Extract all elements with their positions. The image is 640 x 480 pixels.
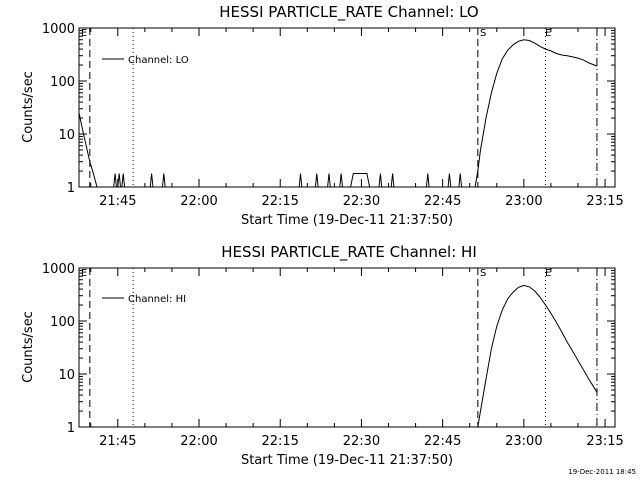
panel-hi: HESSI PARTICLE_RATE Channel: HI Counts/s… [21, 243, 624, 468]
series-line [390, 173, 395, 188]
y-tick-label: 1 [67, 421, 75, 436]
x-tick-label: 22:15 [261, 434, 298, 449]
series-line [298, 173, 303, 188]
y-tick-label: 100 [50, 75, 75, 90]
series-line [162, 173, 166, 188]
x-tick-label: 22:30 [343, 434, 380, 449]
data-series [477, 284, 598, 428]
series-line [327, 173, 331, 188]
vertical-lines [89, 268, 598, 427]
marker-e-left: E [81, 268, 87, 279]
series-line [121, 173, 126, 188]
chart-title: HESSI PARTICLE_RATE Channel: HI [221, 243, 477, 262]
series-line [339, 173, 343, 188]
y-tick-label: 1 [67, 181, 75, 196]
x-tick-label: 23:15 [586, 434, 623, 449]
y-ticks: 1 10 100 1000 [42, 262, 615, 436]
x-ticks: 21:45 22:00 22:15 22:30 22:45 23:00 23:15 [90, 268, 624, 449]
series-line [425, 173, 430, 188]
x-ticks: 21:45 22:00 22:15 22:30 22:45 23:00 23:15 [90, 28, 624, 209]
legend-label: Channel: LO [128, 55, 189, 66]
panel-lo: HESSI PARTICLE_RATE Channel: LO Counts/s… [21, 3, 624, 228]
marker-s: S [480, 268, 486, 279]
vertical-lines [89, 28, 598, 187]
x-axis-label: Start Time (19-Dec-11 21:37:50) [241, 453, 453, 468]
x-tick-label: 21:45 [99, 434, 136, 449]
x-tick-label: 23:15 [586, 194, 623, 209]
x-tick-label: 22:45 [424, 194, 461, 209]
series-line [477, 284, 598, 428]
legend-label: Channel: HI [128, 294, 186, 305]
plot-frame [78, 267, 616, 428]
x-tick-label: 22:00 [180, 194, 217, 209]
marker-e-left: E [81, 28, 87, 39]
x-tick-label: 23:00 [505, 194, 542, 209]
x-axis-label: Start Time (19-Dec-11 21:37:50) [241, 213, 453, 228]
series-line [314, 173, 319, 188]
x-tick-label: 22:15 [261, 194, 298, 209]
marker-s: S [480, 28, 486, 39]
marker-e-right: E [545, 28, 551, 39]
footer-timestamp: 19-Dec-2011 18:45 [568, 468, 636, 476]
x-tick-label: 22:45 [424, 434, 461, 449]
y-tick-label: 10 [58, 128, 75, 143]
plot-frame [78, 27, 616, 188]
y-tick-label: 1000 [42, 22, 75, 37]
y-tick-label: 100 [50, 315, 75, 330]
y-axis-label: Counts/sec [21, 71, 36, 143]
series-line [447, 173, 452, 188]
series-line [474, 39, 598, 188]
x-tick-label: 23:00 [505, 434, 542, 449]
series-line [78, 112, 98, 188]
series-line [350, 173, 371, 188]
y-ticks: 1 10 100 1000 [42, 22, 615, 196]
x-tick-label: 22:30 [343, 194, 380, 209]
series-line [378, 173, 383, 188]
y-axis-label: Counts/sec [21, 311, 36, 383]
y-tick-label: 10 [58, 368, 75, 383]
series-line [149, 173, 154, 188]
data-series [78, 39, 598, 188]
series-line [113, 173, 117, 188]
chart-title: HESSI PARTICLE_RATE Channel: LO [219, 3, 478, 22]
y-tick-label: 1000 [42, 262, 75, 277]
series-line [458, 173, 463, 188]
x-tick-label: 21:45 [99, 194, 136, 209]
series-line [117, 173, 121, 188]
x-tick-label: 22:00 [180, 434, 217, 449]
marker-e-right: E [545, 268, 551, 279]
